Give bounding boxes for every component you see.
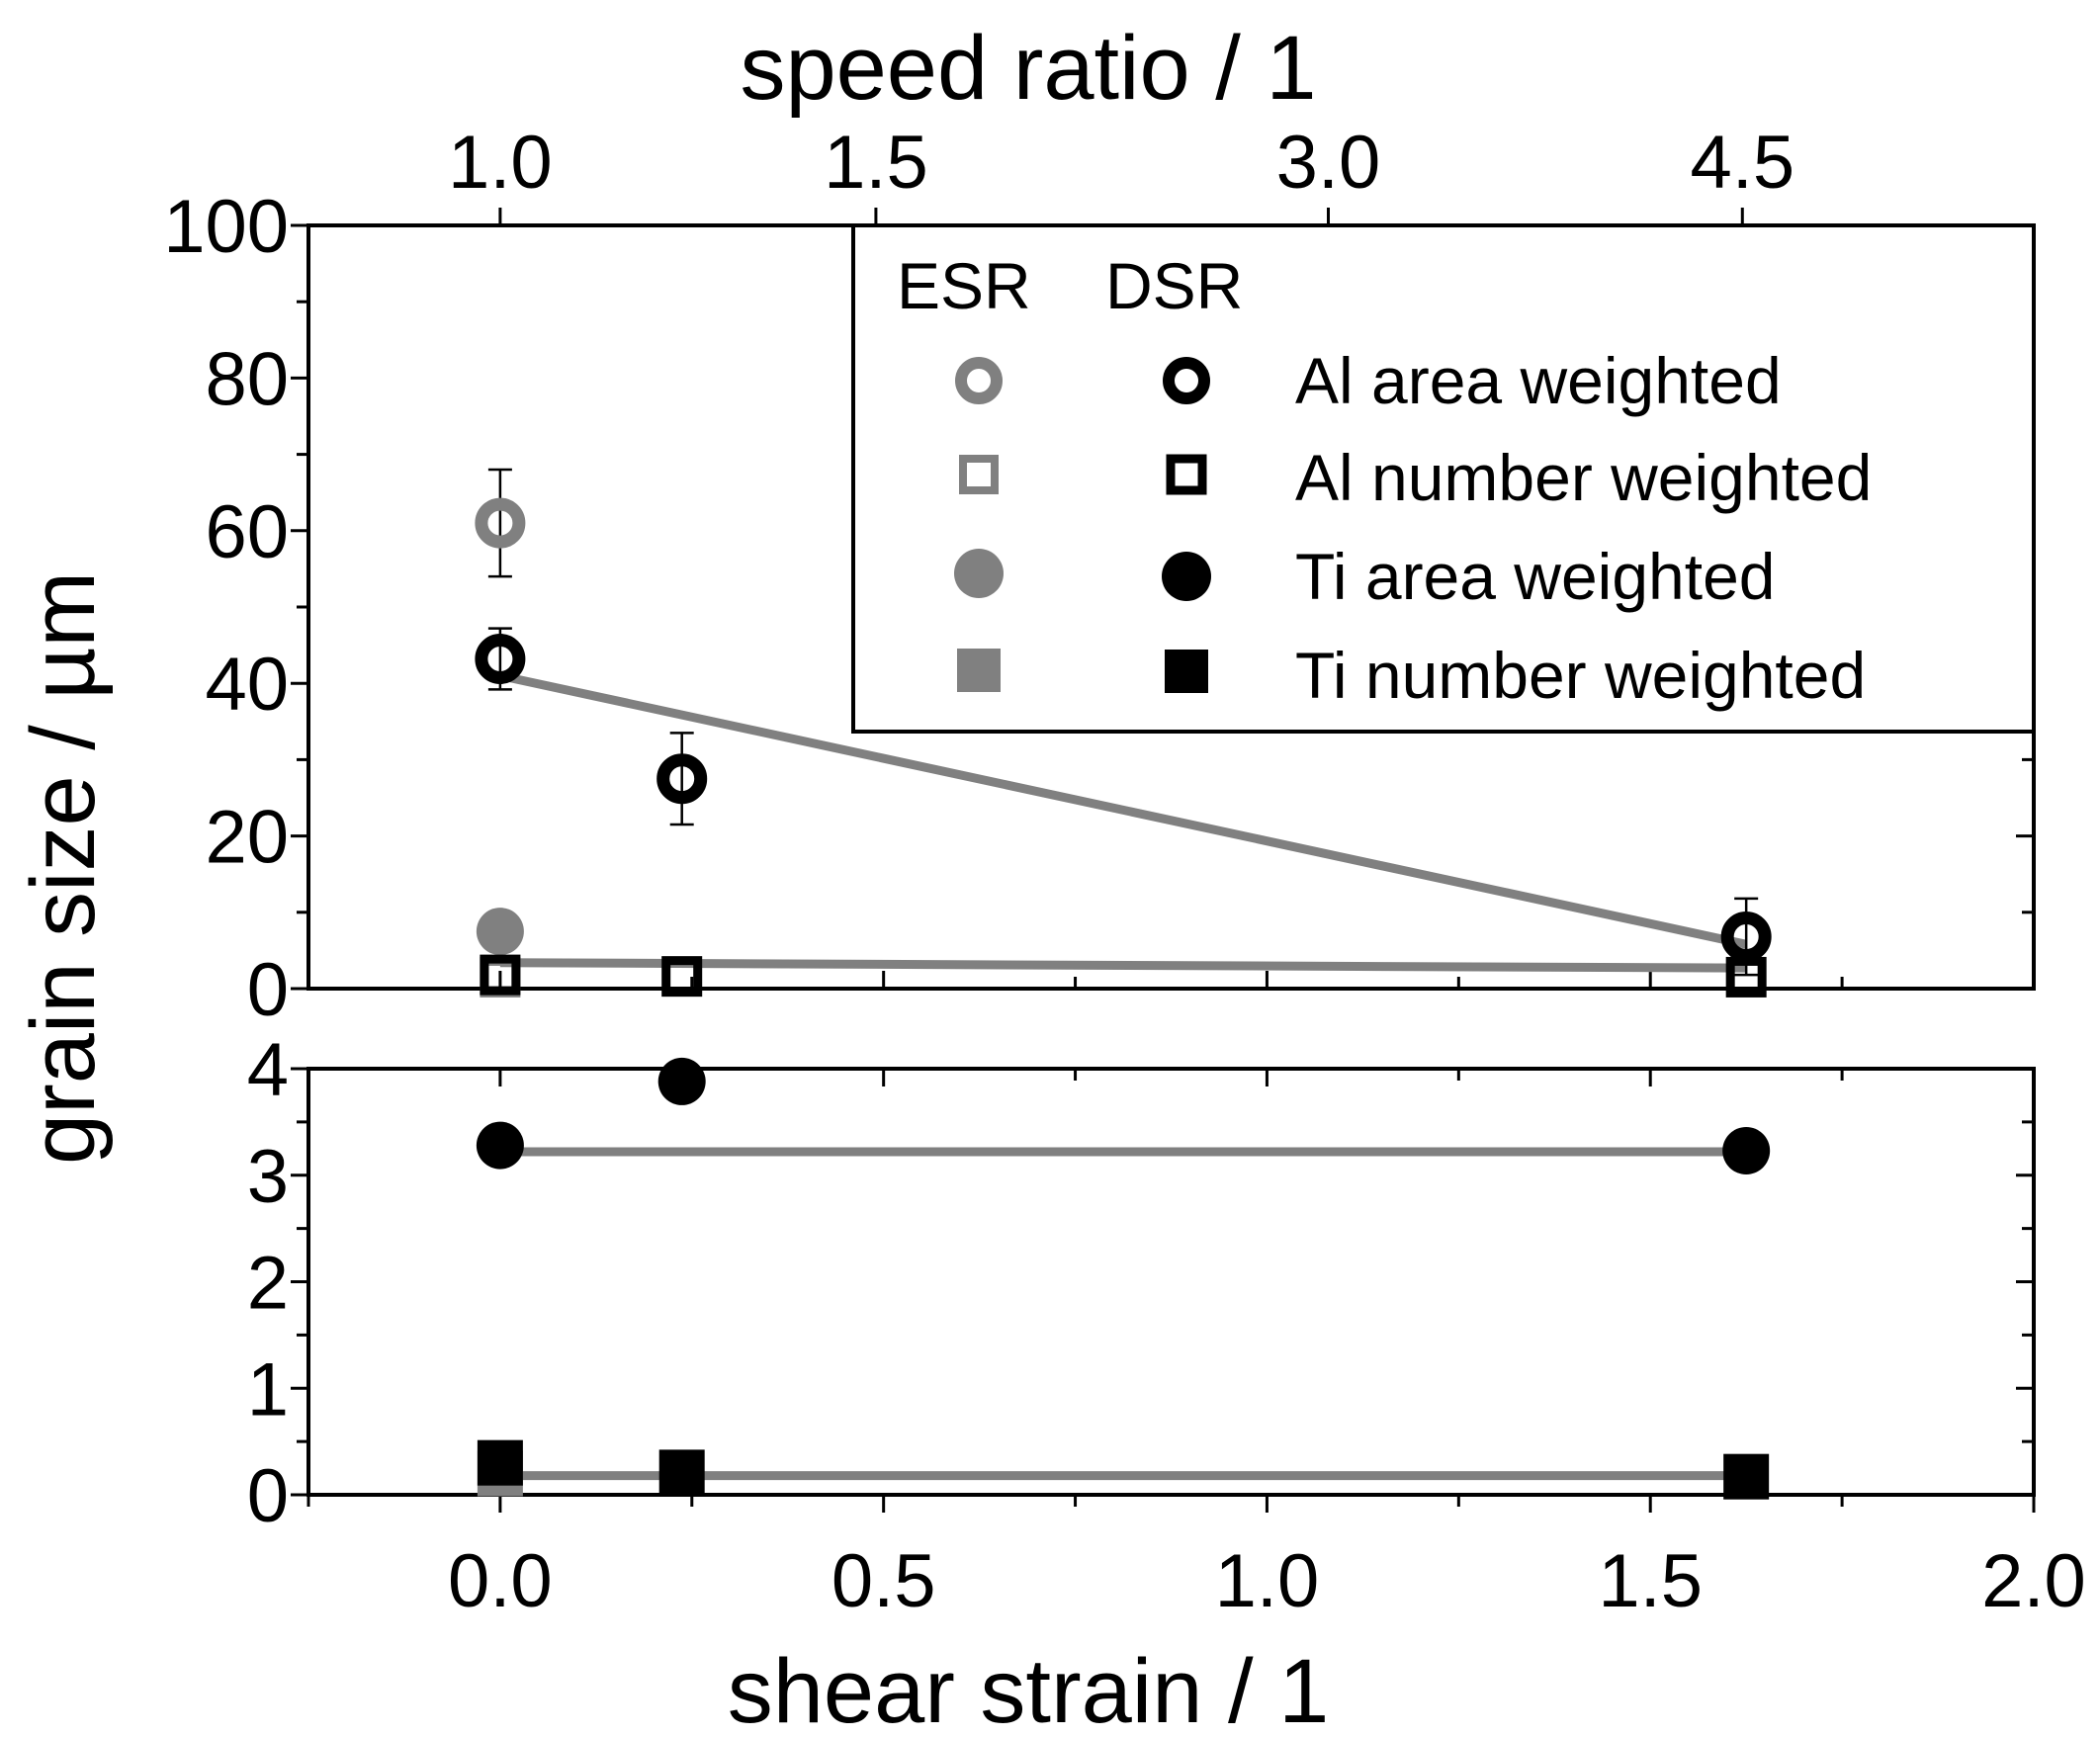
top-tick-label: 4.5 [1690,121,1794,205]
legend-label-ti-number: Ti number weighted [1295,639,1866,712]
legend-header-esr: ESR [897,249,1031,322]
data-point-filled-square [477,1439,523,1486]
x-tick-label: 0.5 [831,1539,936,1623]
y-tick-label-upper: 40 [205,643,289,727]
y-tick-label-upper: 100 [163,185,289,269]
y-axis-title: grain size / µm [13,571,114,1165]
x-tick-label: 1.5 [1598,1539,1703,1623]
trend-line [498,671,1748,949]
data-point-filled-circle [657,1057,706,1105]
data-point-filled-circle [1722,1126,1771,1174]
y-tick-label-lower: 4 [247,1028,289,1112]
y-tick-label-upper: 80 [205,337,289,421]
x-axis-title: shear strain / 1 [728,1641,1330,1737]
data-point-ring [1720,912,1772,963]
legend: ESR DSR Al area weighted Al number weigh… [851,223,2036,734]
trend-lines-layer [498,671,1748,1481]
y-tick-label-lower: 2 [247,1242,289,1326]
y-tick-label-upper: 20 [205,796,289,880]
data-point-filled-square [658,1449,705,1496]
data-point-filled-circle [476,1121,524,1170]
legend-label-al-area: Al area weighted [1295,344,1782,417]
x-tick-label: 2.0 [1981,1539,2086,1623]
lower-panel-frame [306,1067,2036,1497]
data-point-open-square [1725,956,1767,998]
x-tick-label: 0.0 [448,1539,553,1623]
legend-marker-dsr-ti-area [1162,552,1211,601]
data-point-open-square [480,954,521,996]
y-tick-label-lower: 0 [247,1454,289,1538]
data-marks-layer [475,468,1772,1500]
legend-label-al-number: Al number weighted [1295,441,1872,514]
trend-line [499,958,1747,973]
legend-marker-dsr-ti-number [1165,650,1208,693]
x-tick-label: 1.0 [1215,1539,1320,1623]
top-tick-label: 1.0 [448,121,553,205]
data-point-ring [475,497,526,549]
data-point-ring [656,753,708,805]
legend-marker-dsr-al-area [1163,357,1210,404]
legend-marker-esr-ti-number [957,649,1001,692]
legend-box [851,223,2036,734]
data-point-ring [475,633,526,684]
top-tick-label: 1.5 [824,121,928,205]
data-point-open-square [661,956,703,998]
data-point-filled-circle [476,908,524,956]
legend-marker-esr-ti-area [954,549,1004,598]
legend-marker-esr-al-number [959,455,999,494]
y-tick-label-lower: 3 [247,1135,289,1219]
y-tick-label-lower: 1 [247,1347,289,1432]
legend-marker-esr-al-area [955,357,1003,404]
legend-header-dsr: DSR [1105,249,1243,322]
legend-marker-dsr-al-number [1166,454,1207,495]
top-axis-title: speed ratio / 1 [740,18,1316,119]
ticks-layer: 0.0 0.5 1.0 1.5 2.0 1.0 1.5 3.0 4.5 0 20 40 60 80 100 0… [163,121,2086,1623]
data-point-filled-square [1723,1453,1770,1500]
legend-label-ti-area: Ti area weighted [1295,540,1776,613]
y-tick-label-upper: 0 [247,948,289,1032]
top-tick-label: 3.0 [1276,121,1381,205]
y-tick-label-upper: 60 [205,490,289,574]
